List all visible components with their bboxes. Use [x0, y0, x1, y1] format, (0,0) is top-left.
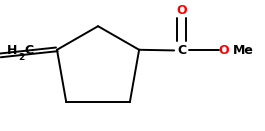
Text: O: O [219, 44, 229, 57]
Text: C: C [177, 44, 186, 57]
Text: C: C [24, 44, 33, 57]
Text: O: O [176, 4, 187, 17]
Text: 2: 2 [19, 53, 25, 62]
Text: H: H [7, 44, 17, 57]
Text: Me: Me [233, 44, 254, 57]
